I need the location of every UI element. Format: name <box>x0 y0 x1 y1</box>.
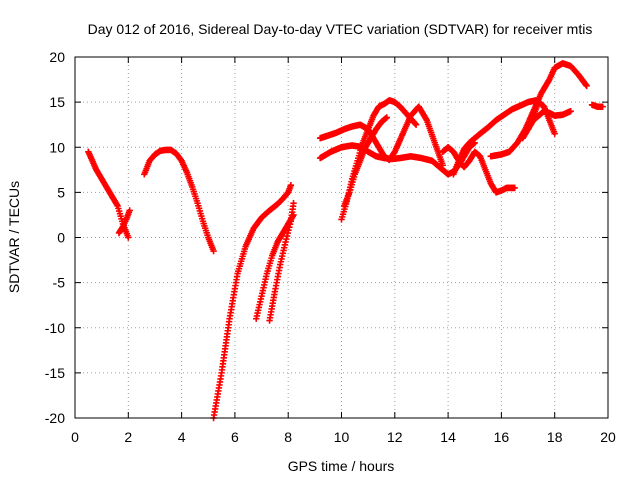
series-arc-13 <box>487 60 590 160</box>
y-tick-label: 15 <box>49 94 65 110</box>
data-point <box>583 82 590 90</box>
x-tick-label: 14 <box>440 429 456 445</box>
plot-frame <box>74 56 609 419</box>
data-point <box>126 207 133 214</box>
data-point <box>439 162 446 169</box>
x-tick-label: 18 <box>547 429 563 445</box>
x-tick-label: 2 <box>124 429 132 445</box>
x-tick-label: 12 <box>387 429 403 445</box>
x-tick-labels: 0 2 4 6 8 10 12 14 16 18 20 <box>71 429 616 445</box>
series-arc-16 <box>588 101 606 110</box>
series-arc-12 <box>450 97 548 178</box>
y-tick-label: 0 <box>57 230 65 246</box>
y-tick-label: -15 <box>45 365 65 381</box>
x-tick-label: 20 <box>600 429 616 445</box>
x-axis-label: GPS time / hours <box>288 458 395 474</box>
series-arc-10 <box>340 114 391 210</box>
series-arc-8 <box>316 103 446 169</box>
data-point <box>125 234 132 241</box>
x-tick-label: 16 <box>494 429 510 445</box>
data-point <box>567 107 574 115</box>
y-tick-label: -5 <box>53 275 66 291</box>
series-arc-15 <box>524 98 558 137</box>
data-point <box>287 181 295 189</box>
data-point <box>210 247 217 255</box>
x-tick-label: 8 <box>284 429 292 445</box>
data-point <box>290 200 297 207</box>
x-tick-label: 4 <box>178 429 186 445</box>
series-arc-4 <box>210 181 295 422</box>
x-tick-label: 10 <box>334 429 350 445</box>
data-point <box>412 121 420 128</box>
y-tick-label: -10 <box>45 320 65 336</box>
data-point <box>383 114 391 121</box>
x-tick-label: 0 <box>71 429 79 445</box>
y-tick-label: 20 <box>49 49 65 65</box>
series-arc-3 <box>141 146 217 255</box>
data-point <box>599 103 606 110</box>
y-tick-label: 10 <box>49 139 65 155</box>
data-point <box>511 184 518 192</box>
chart-title: Day 012 of 2016, Sidereal Day-to-day VTE… <box>88 21 593 37</box>
data-point <box>551 130 558 137</box>
data-points <box>85 60 606 422</box>
series-arc-2 <box>115 207 133 237</box>
y-tick-labels: -20 -15 -10 -5 0 5 10 15 20 <box>45 49 65 426</box>
x-tick-label: 6 <box>231 429 239 445</box>
y-axis-label: SDTVAR / TECUs <box>6 181 22 293</box>
y-tick-label: 5 <box>57 184 65 200</box>
series-arc-1 <box>85 148 132 241</box>
series-arc-6 <box>266 200 297 324</box>
y-tick-label: -20 <box>45 410 65 426</box>
